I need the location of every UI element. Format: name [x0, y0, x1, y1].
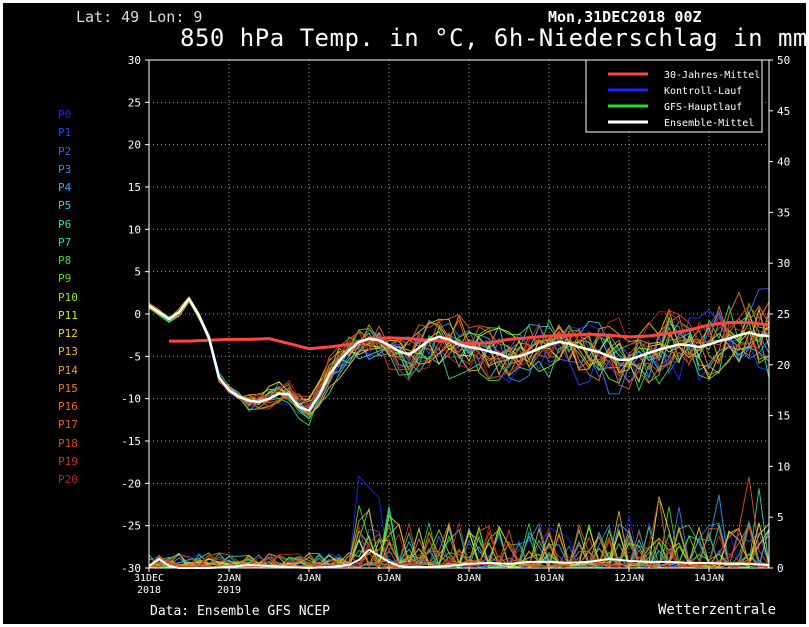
right-tick-label: 15 — [777, 410, 790, 423]
member-label-p9: P9 — [58, 272, 72, 286]
legend-label: Kontroll-Lauf — [664, 86, 742, 97]
right-tick-label: 10 — [777, 460, 790, 473]
series-line-2 — [148, 548, 770, 569]
member-label-p17: P17 — [58, 418, 78, 432]
run-datestamp: Mon,31DEC2018 00Z — [548, 8, 702, 26]
member-label-p12: P12 — [58, 327, 78, 340]
location-label: Lat: 49 Lon: 9 — [76, 8, 203, 26]
right-tick-label: 40 — [777, 156, 790, 169]
left-tick-label: 30 — [128, 54, 141, 67]
member-precip-p18 — [148, 523, 770, 569]
left-tick-label: -5 — [128, 350, 141, 363]
right-tick-label: 45 — [777, 105, 790, 118]
member-label-p16: P16 — [58, 400, 78, 413]
legend-label: GFS-Hauptlauf — [664, 102, 742, 113]
x-tick-label: 8JAN — [457, 573, 481, 584]
member-label-p13: P13 — [58, 345, 78, 359]
left-tick-label: -20 — [121, 477, 141, 490]
left-tick-label: 10 — [128, 223, 141, 236]
member-label-p20: P20 — [58, 473, 78, 486]
left-tick-label: -25 — [121, 520, 141, 533]
left-tick-label: 20 — [128, 139, 141, 152]
member-line-p20 — [148, 300, 770, 408]
member-label-p3: P3 — [58, 162, 72, 176]
member-line-p10 — [148, 297, 770, 410]
member-label-p10: P10 — [58, 290, 78, 304]
member-precip-p20 — [148, 524, 770, 568]
member-precip-p16 — [148, 523, 770, 569]
member-label-p8: P8 — [58, 254, 72, 267]
x-tick-label: 6JAN — [377, 573, 401, 584]
member-label-p6: P6 — [58, 217, 72, 231]
left-tick-label: 15 — [128, 181, 141, 194]
right-tick-label: 50 — [777, 54, 790, 67]
member-label-p1: P1 — [58, 126, 72, 140]
x-tick-label: 2JAN — [217, 573, 241, 584]
member-label-p18: P18 — [58, 436, 78, 450]
x-tick-label: 12JAN — [614, 573, 644, 584]
x-tick-label: 14JAN — [694, 573, 724, 584]
left-tick-label: 0 — [134, 308, 141, 321]
member-label-p19: P19 — [58, 454, 78, 468]
x-tick-label: 31DEC — [134, 573, 164, 584]
left-tick-label: 5 — [134, 266, 141, 279]
member-line-p17 — [148, 298, 770, 404]
legend-label: 30-Jahres-Mittel — [664, 70, 760, 81]
x-tick-year-label: 2019 — [217, 585, 241, 596]
left-tick-label: -15 — [121, 435, 141, 448]
member-label-p15: P15 — [58, 381, 78, 395]
right-tick-label: 5 — [777, 511, 784, 524]
x-tick-label: 10JAN — [534, 573, 564, 584]
legend-label: Ensemble-Mittel — [664, 118, 754, 129]
member-label-p5: P5 — [58, 199, 72, 213]
x-tick-label: 4JAN — [297, 573, 321, 584]
series-line-0 — [169, 321, 770, 351]
member-label-p7: P7 — [58, 235, 72, 249]
member-line-p13 — [148, 295, 770, 416]
series-line-1 — [148, 297, 770, 412]
member-label-p11: P11 — [58, 308, 78, 322]
right-tick-label: 20 — [777, 359, 790, 372]
brand-label: Wetterzentrale — [658, 602, 777, 618]
data-source: Data: Ensemble GFS NCEP — [150, 604, 331, 619]
member-label-p0: P0 — [58, 108, 72, 121]
member-label-p4: P4 — [58, 181, 72, 194]
member-precip-p19 — [148, 497, 770, 569]
left-tick-label: -10 — [121, 393, 141, 406]
member-label-p14: P14 — [58, 363, 78, 377]
member-line-p18 — [148, 296, 770, 410]
right-tick-label: 0 — [777, 562, 784, 575]
chart-title: 850 hPa Temp. in °C, 6h-Niederschlag in … — [180, 24, 808, 52]
right-tick-label: 35 — [777, 206, 790, 219]
left-tick-label: -30 — [121, 562, 141, 575]
right-tick-label: 30 — [777, 257, 790, 270]
x-tick-year-label: 2018 — [137, 585, 161, 596]
legend-box — [585, 59, 763, 133]
right-tick-label: 25 — [777, 308, 790, 321]
left-tick-label: 25 — [128, 96, 141, 109]
member-label-p2: P2 — [58, 144, 72, 158]
